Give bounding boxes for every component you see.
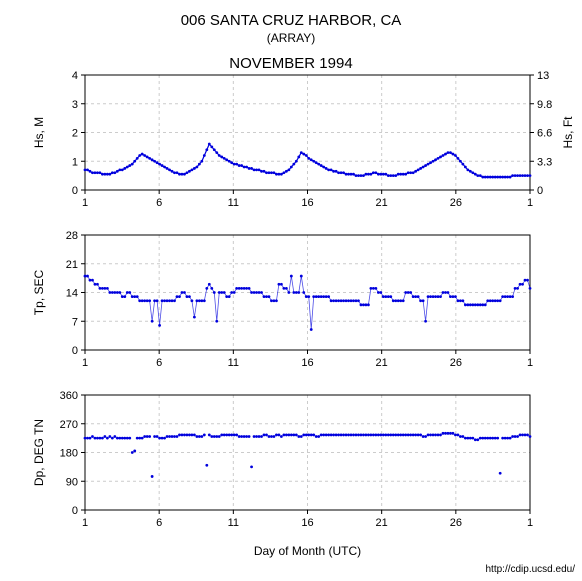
svg-text:9.8: 9.8 (537, 99, 552, 111)
svg-text:0: 0 (72, 505, 78, 517)
svg-text:360: 360 (60, 390, 78, 402)
xlabel: Day of Month (UTC) (254, 544, 361, 558)
svg-text:1: 1 (82, 357, 88, 369)
svg-text:21: 21 (376, 197, 388, 209)
svg-text:90: 90 (66, 476, 78, 488)
chart-svg: 006 SANTA CRUZ HARBOR, CA (ARRAY) NOVEMBER… (0, 0, 582, 581)
chart-container: 006 SANTA CRUZ HARBOR, CA (ARRAY) NOVEMBER… (0, 0, 582, 581)
svg-text:0: 0 (72, 185, 78, 197)
svg-text:3: 3 (72, 99, 78, 111)
chart-subtitle: (ARRAY) (267, 31, 315, 45)
svg-text:1: 1 (527, 517, 533, 529)
svg-text:16: 16 (301, 357, 313, 369)
svg-text:6: 6 (156, 517, 162, 529)
svg-text:21: 21 (376, 357, 388, 369)
svg-text:2: 2 (72, 128, 78, 140)
chart-title: 006 SANTA CRUZ HARBOR, CA (181, 12, 402, 29)
svg-text:180: 180 (60, 448, 78, 460)
svg-text:0: 0 (537, 185, 543, 197)
ylabel-right: Hs, Ft (561, 116, 575, 149)
svg-text:7: 7 (72, 316, 78, 328)
svg-text:1: 1 (82, 197, 88, 209)
ylabel-left-2: Dp, DEG TN (32, 419, 46, 486)
svg-text:28: 28 (66, 230, 78, 242)
svg-text:1: 1 (82, 517, 88, 529)
svg-text:3.3: 3.3 (537, 156, 552, 168)
svg-text:14: 14 (66, 288, 78, 300)
svg-text:6.6: 6.6 (537, 128, 552, 140)
svg-text:6: 6 (156, 357, 162, 369)
svg-text:11: 11 (228, 357, 239, 369)
svg-text:6: 6 (156, 197, 162, 209)
svg-text:0: 0 (72, 345, 78, 357)
svg-text:21: 21 (376, 517, 388, 529)
svg-text:21: 21 (66, 259, 78, 271)
svg-text:26: 26 (450, 357, 462, 369)
svg-text:13: 13 (537, 70, 549, 82)
ylabel-left-1: Tp, SEC (32, 270, 46, 316)
svg-text:26: 26 (450, 517, 462, 529)
svg-text:270: 270 (60, 419, 78, 431)
chart-month: NOVEMBER 1994 (229, 55, 352, 72)
svg-text:1: 1 (527, 357, 533, 369)
svg-text:26: 26 (450, 197, 462, 209)
svg-text:11: 11 (228, 517, 239, 529)
svg-text:4: 4 (72, 70, 78, 82)
svg-text:16: 16 (301, 517, 313, 529)
ylabel-left-0: Hs, M (32, 117, 46, 148)
svg-text:1: 1 (527, 197, 533, 209)
svg-text:16: 16 (301, 197, 313, 209)
footer-url: http://cdip.ucsd.edu/ (485, 564, 575, 575)
svg-text:1: 1 (72, 156, 78, 168)
svg-text:11: 11 (228, 197, 239, 209)
